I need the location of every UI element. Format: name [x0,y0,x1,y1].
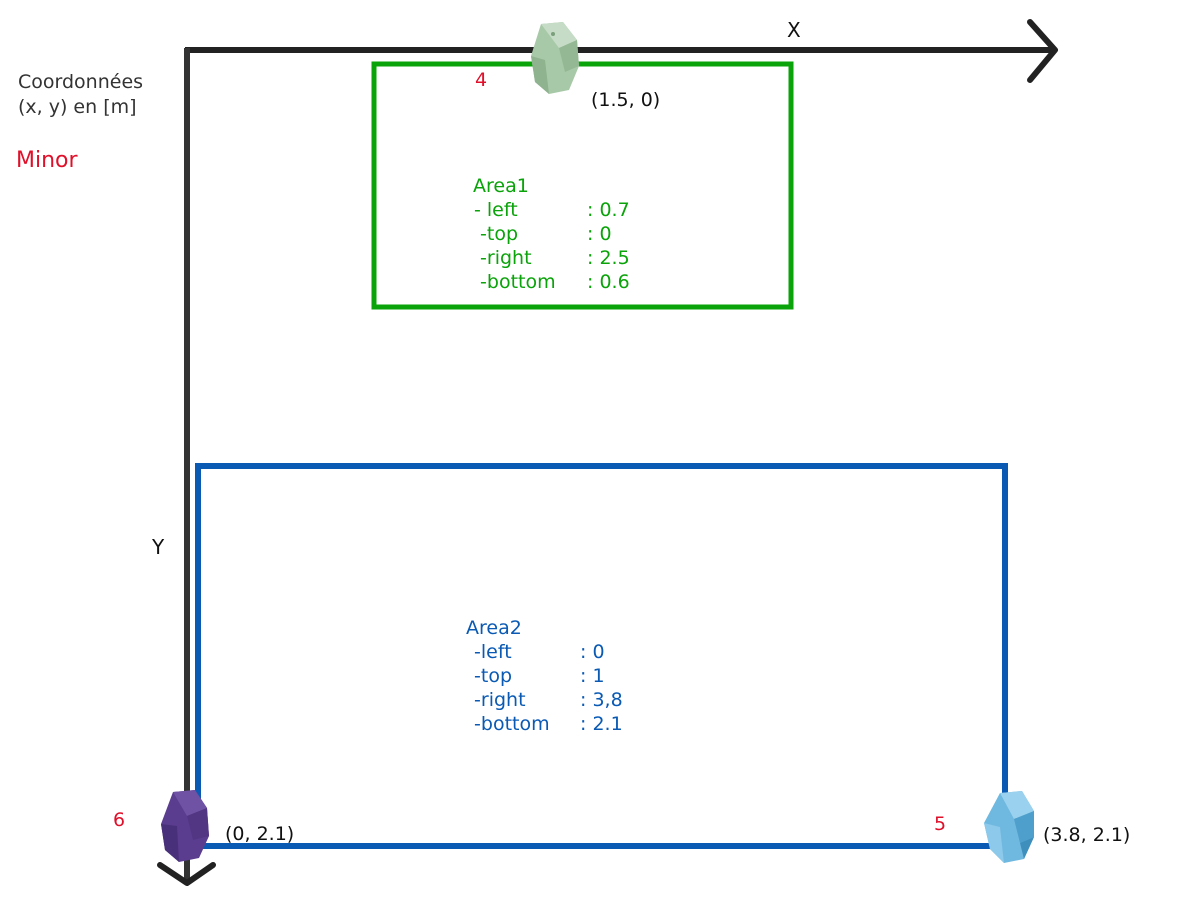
beacon-6-coords: (0, 2.1) [225,823,294,845]
area1-bottom-value: : 0.6 [587,271,630,293]
area2-right-label: -right [468,689,526,711]
beacon-6[interactable]: 6 (0, 2.1) [113,790,294,862]
area1-right-label: -right [474,247,532,269]
area1-bottom-label: -bottom [474,271,556,293]
beacon-icon [984,791,1034,863]
beacon-icon [161,790,209,862]
area2-right-value: : 3,8 [580,689,623,711]
area1: Area1 - left : 0.7 -top : 0 -right : 2.5… [371,61,794,310]
area1-top-label: -top [474,223,518,245]
area2-left-label: -left [468,641,512,663]
beacon-5-coords: (3.8, 2.1) [1043,824,1130,846]
y-axis-label: Y [151,535,165,559]
beacon-4-coords: (1.5, 0) [591,89,660,111]
beacon-5-id: 5 [934,813,946,835]
mode-label: Minor [16,148,78,173]
coordinates-title: Coordonnées [18,71,143,93]
x-axis-label: X [787,18,801,42]
beacon-5[interactable]: 5 (3.8, 2.1) [934,791,1130,863]
legend: Coordonnées (x, y) en [m] Minor [16,71,143,173]
beacon-4[interactable]: 4 (1.5, 0) [475,22,660,111]
y-axis-arrowhead [157,862,216,886]
area1-left-label: - left [474,199,518,221]
area1-top-value: : 0 [587,223,612,245]
x-axis-arrowhead [1027,19,1058,83]
area2-top-value: : 1 [580,665,605,687]
area1-left-value: : 0.7 [587,199,630,221]
area2-top-label: -top [468,665,512,687]
beacon-icon [531,22,579,94]
area2: Area2 -left : 0 -top : 1 -right : 3,8 -b… [195,463,1008,849]
axes: X Y [151,18,1058,886]
coordinates-units: (x, y) en [m] [18,96,137,118]
beacon-6-id: 6 [113,809,125,831]
area2-title: Area2 [466,617,522,639]
beacon-4-id: 4 [475,69,487,91]
area2-bottom-label: -bottom [468,713,550,735]
area1-title: Area1 [473,175,529,197]
area1-right-value: : 2.5 [587,247,630,269]
area1-rectangle [371,61,794,310]
area2-left-value: : 0 [580,641,605,663]
area2-rectangle [195,463,1008,849]
area2-bottom-value: : 2.1 [580,713,623,735]
